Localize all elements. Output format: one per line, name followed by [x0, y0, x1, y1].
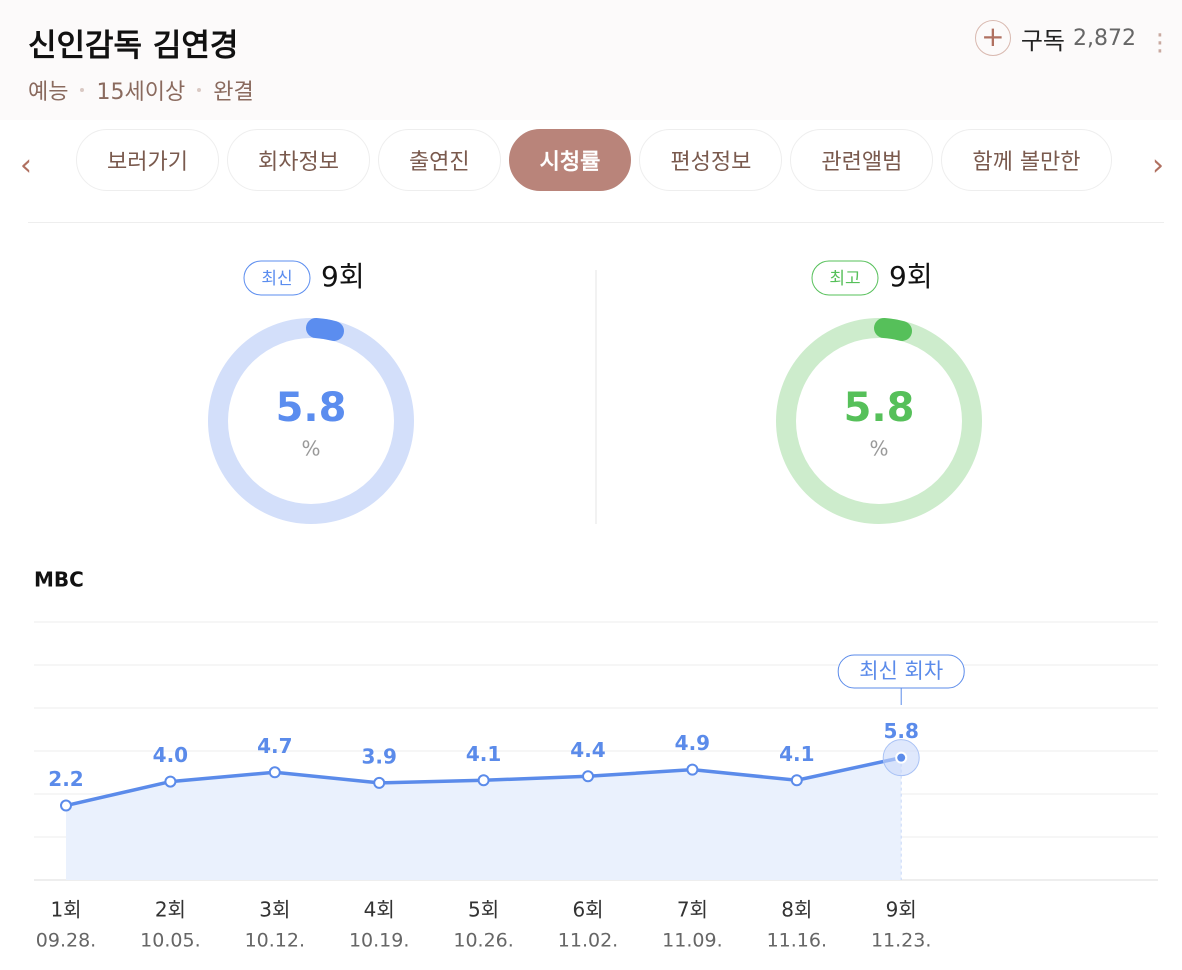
- x-tick-date: 11.16.: [767, 930, 827, 952]
- value-label: 4.4: [570, 738, 605, 762]
- separator: [28, 222, 1164, 223]
- gauge-track: [776, 318, 982, 524]
- point: [686, 763, 699, 776]
- tab-bar: 보러가기 회차정보 출연진 시청률 편성정보 관련앨범 함께 볼만한: [76, 129, 1140, 193]
- value-label: 4.7: [257, 734, 292, 758]
- area: [66, 757, 902, 880]
- x-tick-label: 6회: [572, 898, 603, 922]
- value-label: 4.1: [466, 742, 501, 766]
- badge-label: 최신: [261, 269, 292, 289]
- value-label: 4.1: [779, 742, 814, 766]
- subscribe-button[interactable]: + 구독 2,872: [974, 20, 1136, 56]
- gauge-cap: [874, 318, 912, 341]
- point: [373, 776, 386, 789]
- gauge-unit: %: [869, 437, 888, 461]
- x-tick-date: 10.19.: [349, 930, 409, 952]
- x-tick-date: 11.09.: [662, 930, 722, 952]
- latest-halo: [882, 739, 920, 777]
- x-tick-label: 2회: [155, 898, 186, 922]
- point: [60, 799, 72, 812]
- x-tick-label: 5회: [468, 898, 499, 922]
- point: [268, 766, 281, 779]
- plus-icon: +: [974, 20, 1011, 56]
- x-tick-date: 10.12.: [245, 930, 305, 952]
- badge-label: 최고: [829, 269, 860, 289]
- x-tick-label: 8회: [781, 898, 812, 922]
- tab[interactable]: 시청률: [508, 129, 632, 191]
- value-label: 4.0: [153, 743, 188, 767]
- more-menu[interactable]: · · ·: [1155, 21, 1164, 67]
- annotation-box: [837, 654, 965, 689]
- point: [895, 751, 908, 764]
- tab[interactable]: 관련앨범: [790, 129, 934, 191]
- episode: 9회: [321, 260, 365, 293]
- meta: 예능 15세이상 완결: [28, 74, 254, 106]
- gauge-cap: [306, 318, 344, 341]
- tab[interactable]: 보러가기: [76, 129, 219, 191]
- genre: 예능: [28, 80, 69, 105]
- prev-arrow[interactable]: ‹: [20, 148, 32, 183]
- chart-title: MBC: [34, 568, 84, 592]
- badge: [811, 260, 879, 296]
- x-tick-label: 4회: [364, 898, 395, 922]
- point: [790, 774, 803, 787]
- value-label: 3.9: [361, 744, 396, 768]
- x-tick-date: 11.02.: [558, 930, 618, 952]
- episode: 9회: [889, 260, 933, 293]
- gauge-value: 5.8: [276, 385, 347, 431]
- x-tick-label: 1회: [50, 898, 81, 922]
- value-label: 4.9: [675, 731, 710, 755]
- subscribe-label: 구독: [1020, 26, 1066, 55]
- tab[interactable]: 함께 볼만한: [941, 129, 1112, 191]
- tab[interactable]: 출연진: [377, 129, 501, 191]
- gauge-value: 5.8: [844, 385, 915, 431]
- title: 신인감독 김연경: [28, 28, 239, 64]
- header: 신인감독 김연경 예능 15세이상 완결 + 구독 2,872 · · ·: [0, 0, 1182, 120]
- value-label: 5.8: [883, 719, 918, 743]
- status: 완결: [213, 80, 254, 105]
- line: [65, 755, 902, 808]
- x-tick-label: 3회: [259, 898, 290, 922]
- badge: [243, 260, 311, 296]
- x-tick-date: 10.26.: [453, 930, 513, 952]
- point: [477, 774, 490, 787]
- x-tick-date: 11.23.: [871, 930, 931, 952]
- point: [582, 770, 594, 783]
- x-tick-date: 09.28.: [36, 930, 96, 952]
- rating: 15세이상: [96, 80, 186, 105]
- gauge-track: [208, 318, 414, 524]
- value-label: 2.2: [48, 767, 83, 791]
- tab[interactable]: 회차정보: [226, 129, 370, 191]
- x-tick-label: 9회: [886, 898, 917, 922]
- subscriber-count: 2,872: [1073, 25, 1136, 51]
- point: [164, 775, 177, 788]
- annotation: 최신 회차: [859, 659, 943, 683]
- tab[interactable]: 편성정보: [639, 129, 783, 191]
- gauge-unit: %: [301, 437, 320, 461]
- x-tick-label: 7회: [677, 898, 708, 922]
- x-tick-date: 10.05.: [140, 930, 200, 952]
- next-arrow[interactable]: ›: [1152, 148, 1164, 183]
